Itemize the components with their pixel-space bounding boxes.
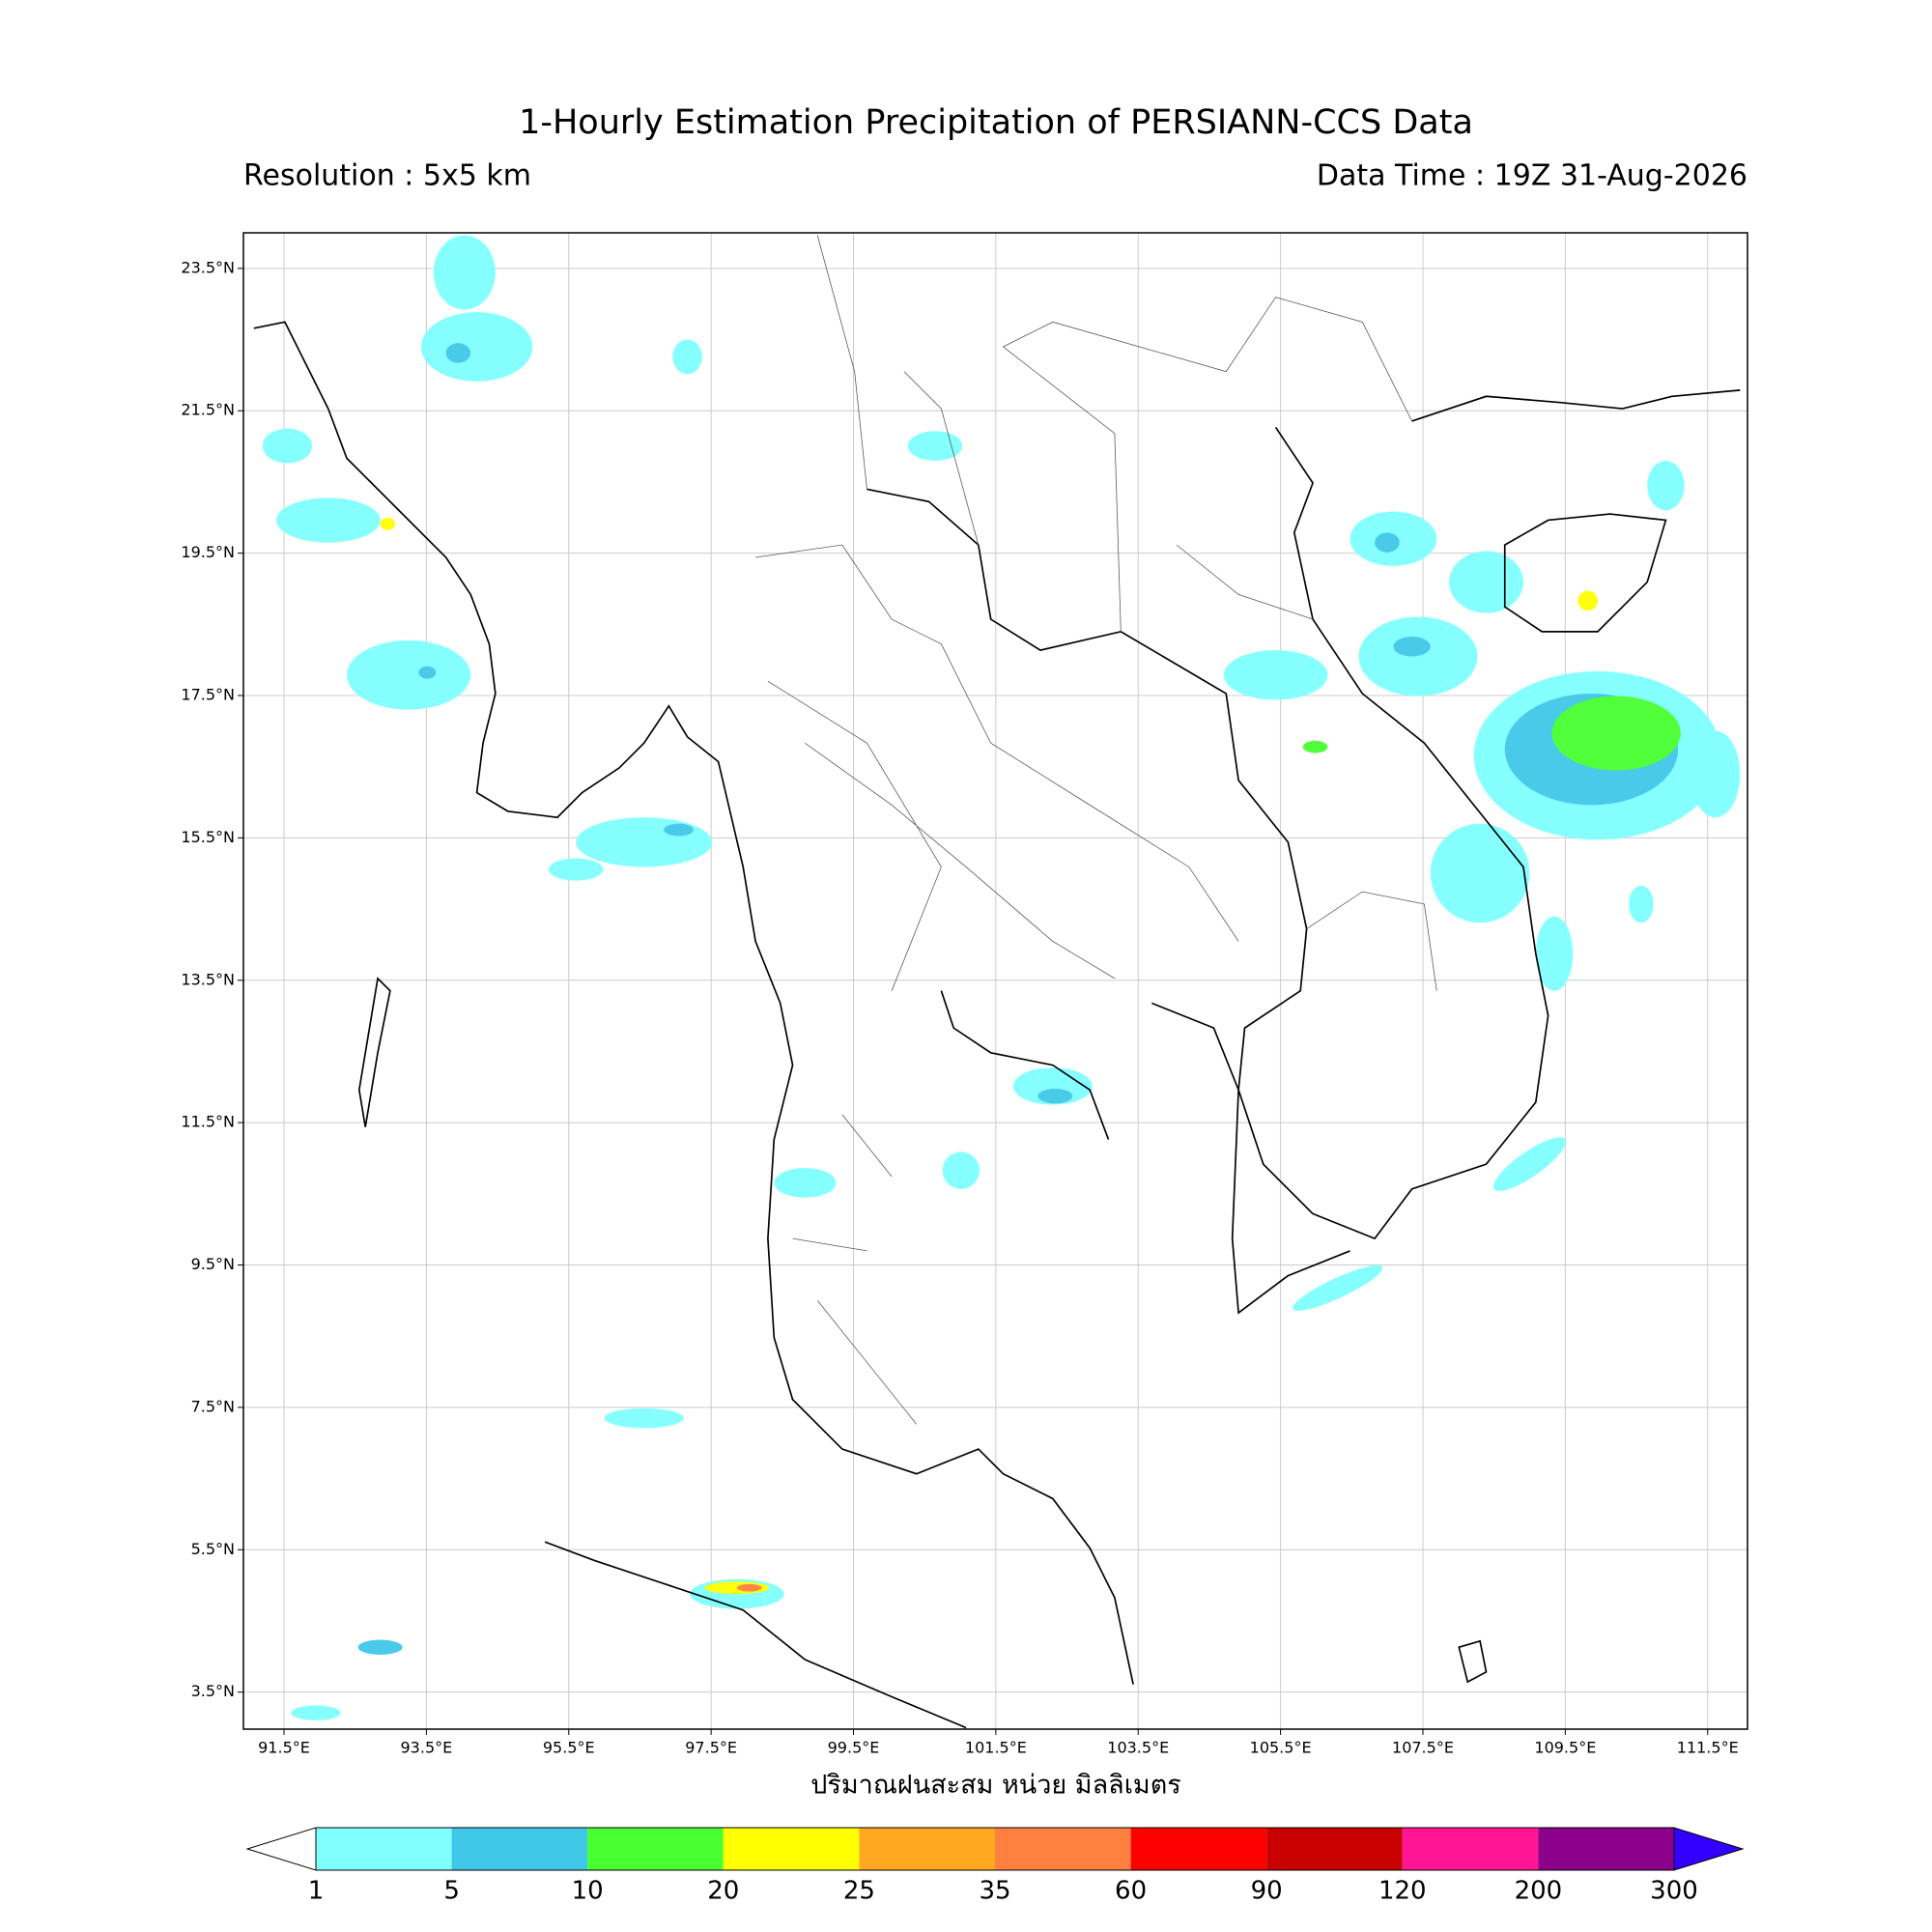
y-tick-label: 7.5°N: [191, 1397, 235, 1415]
y-tick-label: 23.5°N: [181, 258, 235, 276]
y-tick-label: 15.5°N: [181, 828, 235, 846]
colorbar-segment: [1402, 1828, 1539, 1870]
y-tick-label: 21.5°N: [181, 401, 235, 419]
colorbar-segment: [1538, 1828, 1674, 1870]
colorbar-segment: [587, 1828, 724, 1870]
colorbar-label: ปริมาณฝนสะสม หน่วย มิลลิเมตร: [810, 1771, 1181, 1801]
colorbar-segment: [859, 1828, 995, 1870]
map-layer: [253, 235, 1741, 1729]
y-tick-label: 19.5°N: [181, 543, 235, 561]
colorbar-segment: [995, 1828, 1131, 1870]
colorbar-tick-label: 25: [843, 1877, 875, 1906]
colorbar-frame: [315, 1827, 1675, 1871]
colorbar-segment: [451, 1828, 588, 1870]
resolution: Resolution : 5x5 km: [243, 159, 531, 193]
x-tick-label: 105.5°E: [1250, 1739, 1312, 1757]
rain-areas: [262, 235, 1741, 1720]
colorbar-tick-label: 200: [1515, 1877, 1563, 1906]
y-tick-label: 11.5°N: [181, 1113, 235, 1131]
y-tick-label: 17.5°N: [181, 685, 235, 703]
colorbar-over: [1673, 1827, 1745, 1871]
y-tick-label: 3.5°N: [191, 1682, 235, 1700]
y-tick-label: 9.5°N: [191, 1255, 235, 1273]
data-time: Data Time : 19Z 31-Aug-2026: [1317, 159, 1747, 193]
colorbar-tick-label: 35: [979, 1877, 1010, 1906]
colorbar-tick-label: 20: [707, 1877, 739, 1906]
x-tick-label: 97.5°E: [685, 1739, 737, 1757]
x-tick-label: 103.5°E: [1107, 1739, 1169, 1757]
colorbar-tick-label: 5: [443, 1877, 460, 1906]
colorbar-segment: [1130, 1828, 1267, 1870]
y-tick-label: 5.5°N: [191, 1540, 235, 1558]
grid: [243, 233, 1747, 1729]
borders: [755, 235, 1437, 1425]
colorbar-under: [245, 1827, 317, 1871]
colorbar: 1 5 10 20 25 35 60 90 120 200 300: [245, 1827, 1745, 1906]
x-tick-label: 101.5°E: [965, 1739, 1027, 1757]
x-tick-label: 111.5°E: [1677, 1739, 1739, 1757]
y-tick-label: 13.5°N: [181, 970, 235, 988]
title: 1-Hourly Estimation Precipitation of PER…: [519, 103, 1473, 142]
colorbar-tick-label: 120: [1378, 1877, 1427, 1906]
colorbar-tick-label: 90: [1251, 1877, 1283, 1906]
colorbar-tick-label: 1: [308, 1877, 325, 1906]
colorbar-segment: [1266, 1828, 1403, 1870]
x-tick-label: 95.5°E: [543, 1739, 595, 1757]
coastlines: [253, 321, 1741, 1729]
x-tick-label: 99.5°E: [828, 1739, 880, 1757]
x-tick-label: 107.5°E: [1392, 1739, 1454, 1757]
colorbar-tick-label: 60: [1115, 1877, 1147, 1906]
x-tick-label: 91.5°E: [258, 1739, 310, 1757]
colorbar-segment: [723, 1828, 860, 1870]
ticks: 91.5°E 93.5°E 95.5°E 97.5°E 99.5°E 101.5°E 103…: [181, 258, 1738, 1756]
colorbar-tick-label: 300: [1650, 1877, 1698, 1906]
colorbar-segment: [316, 1828, 452, 1870]
x-tick-label: 109.5°E: [1534, 1739, 1596, 1757]
x-tick-label: 93.5°E: [401, 1739, 453, 1757]
colorbar-tick-label: 10: [572, 1877, 604, 1906]
